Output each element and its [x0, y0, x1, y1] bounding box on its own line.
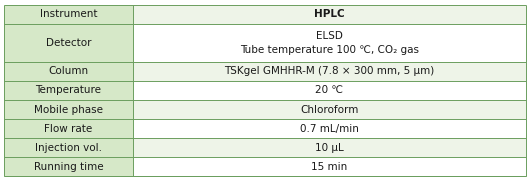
Text: Temperature: Temperature: [36, 85, 101, 96]
Text: Running time: Running time: [33, 162, 103, 172]
Text: Injection vol.: Injection vol.: [35, 143, 102, 153]
Bar: [4, 24, 132, 62]
Bar: [132, 62, 526, 81]
Text: 10 μL: 10 μL: [315, 143, 343, 153]
Text: 0.7 mL/min: 0.7 mL/min: [299, 124, 359, 134]
Text: 15 min: 15 min: [311, 162, 347, 172]
Bar: [4, 119, 132, 138]
Text: Detector: Detector: [46, 38, 91, 48]
Text: ELSD
Tube temperature 100 ℃, CO₂ gas: ELSD Tube temperature 100 ℃, CO₂ gas: [240, 31, 419, 55]
Text: Flow rate: Flow rate: [44, 124, 93, 134]
Bar: [132, 157, 526, 176]
Bar: [132, 138, 526, 157]
Text: Chloroform: Chloroform: [300, 105, 358, 115]
Bar: [132, 24, 526, 62]
Text: Mobile phase: Mobile phase: [34, 105, 103, 115]
Bar: [4, 62, 132, 81]
Bar: [4, 138, 132, 157]
Bar: [4, 157, 132, 176]
Bar: [132, 5, 526, 24]
Text: Instrument: Instrument: [40, 9, 97, 19]
Text: HPLC: HPLC: [314, 9, 344, 19]
Bar: [4, 5, 132, 24]
Bar: [4, 81, 132, 100]
Bar: [132, 100, 526, 119]
Text: TSKgel GMHHR-M (7.8 × 300 mm, 5 μm): TSKgel GMHHR-M (7.8 × 300 mm, 5 μm): [224, 66, 434, 76]
Bar: [132, 119, 526, 138]
Bar: [4, 100, 132, 119]
Bar: [132, 81, 526, 100]
Text: 20 ℃: 20 ℃: [315, 85, 343, 96]
Text: Column: Column: [48, 66, 89, 76]
